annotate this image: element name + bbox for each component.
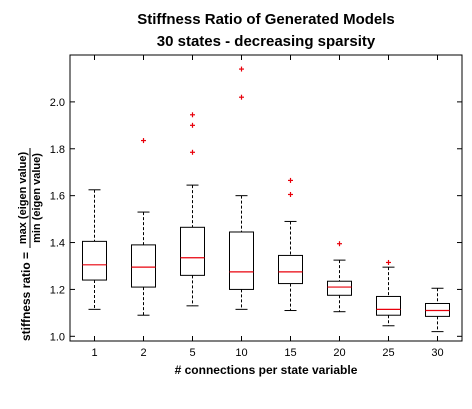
box-iqr [181,227,205,275]
boxes-group [83,67,450,332]
box-iqr [328,281,352,295]
y-axis-label: stiffness ratio = max (eigen value) min … [17,148,43,341]
x-axis-label: # connections per state variable [175,363,358,377]
y-axis-label-denominator: min (eigen value) [31,153,43,243]
box-15 [279,178,303,311]
box-iqr [279,255,303,283]
box-2 [132,138,156,315]
chart-title-line-2: 30 states - decreasing sparsity [157,33,376,50]
box-25 [377,260,401,326]
y-tick-label: 1.4 [50,238,65,250]
y-tick-label: 1.2 [50,284,65,296]
plot-area-frame [70,55,462,341]
x-tick-label: 20 [333,347,345,359]
y-tick-label: 1.8 [50,144,65,156]
x-tick-label: 10 [235,347,247,359]
y-axis-label-prefix: stiffness ratio = [19,252,33,341]
y-tick-label: 1.6 [50,191,65,203]
y-tick-label: 2.0 [50,97,65,109]
x-axis-ticks: 1 2 5 10 15 20 25 30 [91,55,443,359]
box-30 [426,288,450,331]
chart-title-line-1: Stiffness Ratio of Generated Models [137,11,395,28]
box-iqr [230,232,254,289]
x-tick-label: 15 [284,347,296,359]
box-5 [181,112,205,306]
y-axis-label-numerator: max (eigen value) [17,152,29,245]
box-20 [328,241,352,311]
y-tick-label: 1.0 [50,331,65,343]
x-tick-label: 30 [431,347,443,359]
box-10 [230,67,254,310]
box-iqr [83,241,107,280]
box-1 [83,190,107,310]
x-tick-label: 1 [91,347,97,359]
x-tick-label: 25 [382,347,394,359]
x-tick-label: 2 [140,347,146,359]
box-iqr [132,245,156,287]
box-iqr [377,296,401,315]
x-tick-label: 5 [189,347,195,359]
